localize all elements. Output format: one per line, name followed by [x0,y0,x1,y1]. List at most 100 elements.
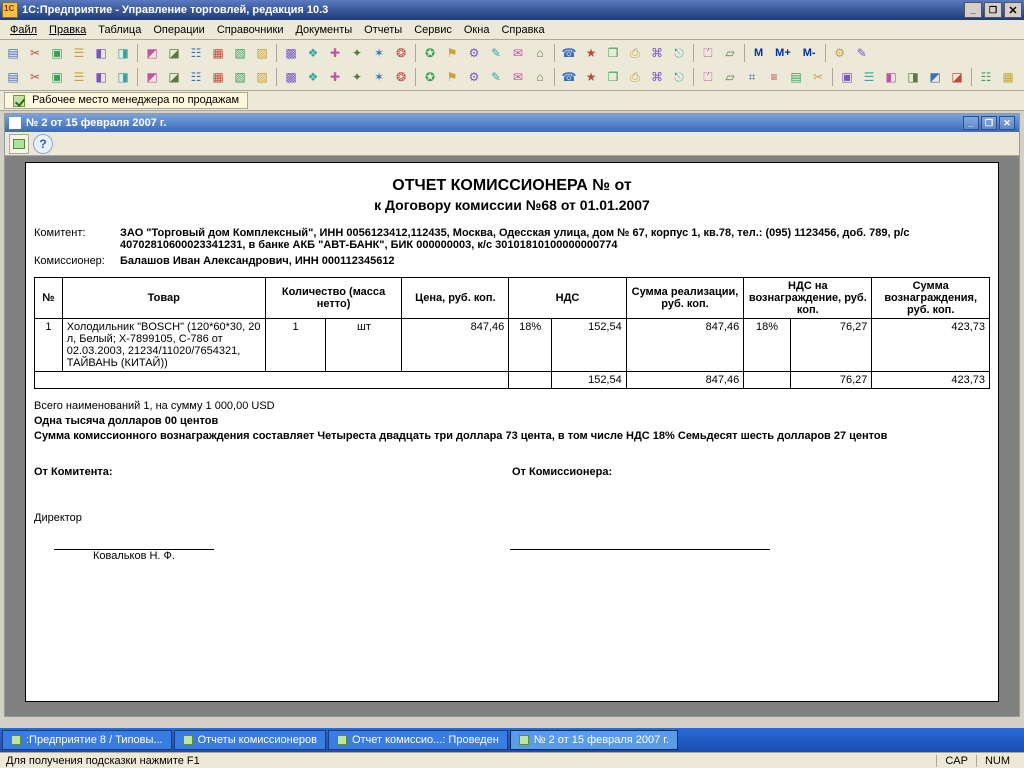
toolbar-button[interactable]: ⏥ [720,67,740,87]
document-viewport[interactable]: ОТЧЕТ КОМИССИОНЕРА № от к Договору комис… [5,156,1019,716]
toolbar-button[interactable]: ⎙ [625,67,645,87]
toolbar-button[interactable]: ☷ [186,67,206,87]
toolbar-button[interactable]: ✦ [347,43,367,63]
toolbar-button[interactable]: ▣ [47,67,67,87]
toolbar-button[interactable]: ✂ [808,67,828,87]
toolbar-button[interactable]: ☰ [859,67,879,87]
toolbar-button[interactable]: ▦ [998,67,1018,87]
toolbar-button[interactable]: ▧ [230,43,250,63]
toolbar-button[interactable]: ◩ [925,67,945,87]
toolbar-button[interactable]: ☎ [559,43,579,63]
toolbar-button[interactable]: ⚑ [442,43,462,63]
toolbar-button[interactable]: ✶ [369,67,389,87]
menu-edit[interactable]: Правка [43,23,92,37]
toolbar-button[interactable]: ⚑ [442,67,462,87]
toolbar-button[interactable]: ⌘ [647,43,667,63]
toolbar-button[interactable]: ✎ [486,67,506,87]
toolbar-button[interactable]: ▦ [208,67,228,87]
toolbar-button[interactable]: ▣ [47,43,67,63]
toolbar-button[interactable]: ⌂ [530,43,550,63]
toolbar-button[interactable]: ▨ [252,43,272,63]
toolbar-button[interactable]: ❂ [391,43,411,63]
menu-windows[interactable]: Окна [458,23,496,37]
menu-file[interactable]: Файл [4,23,43,37]
task-1[interactable]: :Предприятие 8 / Типовы... [2,730,172,750]
menu-help[interactable]: Справка [495,23,550,37]
toolbar-button[interactable]: ▤ [3,67,23,87]
toolbar-button[interactable]: ❂ [391,67,411,87]
toolbar-button[interactable]: ❖ [303,43,323,63]
toolbar-button[interactable]: ✪ [420,67,440,87]
menu-directories[interactable]: Справочники [211,23,290,37]
toolbar-button[interactable]: ✉ [508,43,528,63]
toolbar-button[interactable]: ⚙ [464,67,484,87]
menu-reports[interactable]: Отчеты [358,23,408,37]
toolbar-button[interactable]: ⌘ [647,67,667,87]
doc-help-button[interactable]: ? [33,134,53,154]
toolbar-button[interactable]: ✎ [486,43,506,63]
workspace-tab[interactable]: Рабочее место менеджера по продажам [4,92,248,108]
toolbar-button[interactable]: ☰ [69,43,89,63]
toolbar-button[interactable]: ☎ [559,67,579,87]
toolbar-button[interactable]: ◧ [91,67,111,87]
toolbar-memory-m[interactable]: M [748,47,769,59]
menu-service[interactable]: Сервис [408,23,458,37]
toolbar-button[interactable]: ☷ [976,67,996,87]
window-minimize-button[interactable]: _ [964,2,982,18]
toolbar-button[interactable]: ❖ [303,67,323,87]
toolbar-button[interactable]: ✦ [347,67,367,87]
toolbar-button[interactable]: ✪ [420,43,440,63]
toolbar-button[interactable]: ◨ [113,67,133,87]
toolbar-button[interactable]: ⏥ [720,43,740,63]
toolbar-button[interactable]: ⏍ [698,43,718,63]
doc-maximize-button[interactable]: ❐ [981,116,997,130]
toolbar-memory-mplus[interactable]: M+ [769,47,797,59]
toolbar-button[interactable]: ✂ [25,67,45,87]
toolbar-button[interactable]: ≡ [764,67,784,87]
toolbar-button[interactable]: ⌂ [530,67,550,87]
window-close-button[interactable]: ✕ [1004,2,1022,18]
toolbar-button[interactable]: ▤ [786,67,806,87]
toolbar-button[interactable]: ⚙ [464,43,484,63]
toolbar-button[interactable]: ❐ [603,43,623,63]
window-restore-button[interactable]: ❐ [984,2,1002,18]
toolbar-memory-mminus[interactable]: M- [797,47,822,59]
toolbar-button[interactable]: ⏍ [698,67,718,87]
toolbar-button[interactable]: ▣ [837,67,857,87]
toolbar-button[interactable]: ▦ [208,43,228,63]
toolbar-button[interactable]: ✂ [25,43,45,63]
toolbar-button[interactable]: ⎙ [625,43,645,63]
toolbar-button[interactable]: ⌗ [742,67,762,87]
toolbar-button[interactable]: ▩ [281,67,301,87]
toolbar-button[interactable]: ❐ [603,67,623,87]
task-3[interactable]: Отчет комиссио...: Проведен [328,730,508,750]
task-2[interactable]: Отчеты комиссионеров [174,730,326,750]
toolbar-button[interactable]: ◧ [881,67,901,87]
toolbar-button[interactable]: ◩ [142,43,162,63]
toolbar-button[interactable]: ◪ [947,67,967,87]
toolbar-button[interactable]: ◨ [113,43,133,63]
toolbar-button[interactable]: ★ [581,43,601,63]
toolbar-button[interactable]: ▩ [281,43,301,63]
task-4[interactable]: № 2 от 15 февраля 2007 г. [510,730,678,750]
toolbar-button[interactable]: ◪ [164,67,184,87]
toolbar-button[interactable]: ★ [581,67,601,87]
menu-table[interactable]: Таблица [92,23,147,37]
toolbar-button[interactable]: ✶ [369,43,389,63]
toolbar-button[interactable]: ✎ [852,43,872,63]
toolbar-button[interactable]: ◧ [91,43,111,63]
menu-operations[interactable]: Операции [147,23,210,37]
toolbar-button[interactable]: ✚ [325,43,345,63]
toolbar-button[interactable]: ✚ [325,67,345,87]
toolbar-button[interactable]: ▨ [252,67,272,87]
toolbar-button[interactable]: ✉ [508,67,528,87]
toolbar-button[interactable]: ▤ [3,43,23,63]
toolbar-button[interactable]: ◨ [903,67,923,87]
menu-documents[interactable]: Документы [289,23,358,37]
toolbar-button[interactable]: ⚙ [830,43,850,63]
toolbar-button[interactable]: ☰ [69,67,89,87]
toolbar-button[interactable]: ⎋ [669,43,689,63]
toolbar-button[interactable]: ◩ [142,67,162,87]
doc-action-button[interactable] [9,134,29,154]
doc-minimize-button[interactable]: _ [963,116,979,130]
